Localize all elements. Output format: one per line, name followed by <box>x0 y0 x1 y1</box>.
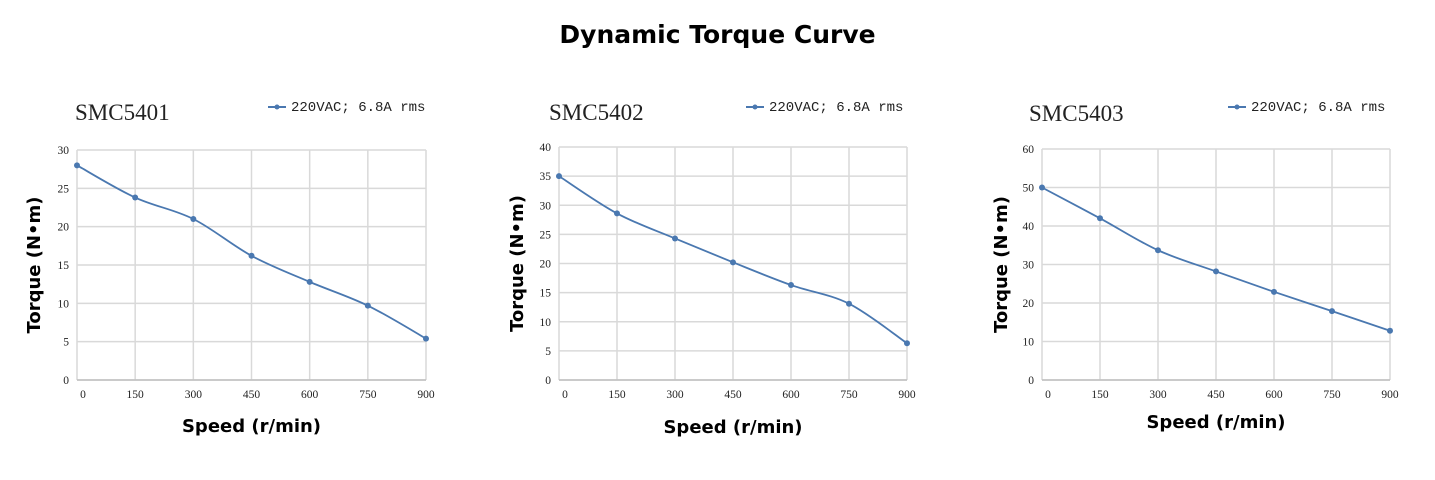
legend-label: 220VAC; 6.8A rms <box>1251 100 1385 116</box>
x-tick-label: 600 <box>301 389 319 401</box>
y-tick-label: 60 <box>1023 144 1035 156</box>
chart-smc5402: SMC5402 220VAC; 6.8A rms 0 5 10 15 20 25 30 35 40 0… <box>507 100 916 438</box>
x-tick-label: 600 <box>1265 389 1283 401</box>
y-tick-label: 10 <box>1023 337 1035 349</box>
y-tick-label: 10 <box>540 317 552 329</box>
data-point <box>1271 288 1277 295</box>
data-point <box>730 259 736 266</box>
y-tick-label: 10 <box>58 298 70 310</box>
y-tick-label: 50 <box>1023 183 1035 195</box>
data-point <box>306 278 313 285</box>
data-point <box>614 210 620 217</box>
data-point <box>190 216 197 222</box>
x-tick-label: 150 <box>127 389 145 401</box>
data-point <box>846 300 852 307</box>
x-axis-label: Speed (r/min) <box>182 416 321 437</box>
chart-title: SMC5401 <box>75 100 170 125</box>
x-tick-label: 0 <box>1045 389 1051 401</box>
y-tick-label: 5 <box>545 346 551 358</box>
y-tick-label: 30 <box>1023 260 1035 272</box>
y-tick-label: 35 <box>540 171 552 183</box>
y-tick-label: 40 <box>1023 221 1035 233</box>
data-point <box>423 335 429 342</box>
x-tick-label: 900 <box>898 389 916 401</box>
data-point <box>672 235 678 242</box>
y-tick-label: 40 <box>540 142 552 154</box>
y-tick-label: 0 <box>1028 375 1034 387</box>
y-tick-label: 25 <box>58 183 70 195</box>
data-point <box>1039 184 1045 191</box>
legend-marker <box>752 104 758 110</box>
y-tick-label: 0 <box>545 375 551 387</box>
data-point <box>1329 308 1335 315</box>
y-axis-label: Torque (N•m) <box>991 196 1012 333</box>
legend-label: 220VAC; 6.8A rms <box>291 100 425 116</box>
data-point <box>1155 247 1161 254</box>
y-tick-label: 30 <box>540 200 552 212</box>
x-tick-label: 300 <box>1149 389 1167 401</box>
y-axis-label: Torque (N•m) <box>24 196 45 333</box>
x-tick-label: 150 <box>1091 389 1109 401</box>
legend-marker <box>274 104 280 110</box>
legend-label: 220VAC; 6.8A rms <box>769 100 903 116</box>
y-tick-label: 15 <box>58 260 70 272</box>
data-point <box>1097 215 1103 222</box>
x-axis-label: Speed (r/min) <box>663 417 802 438</box>
y-tick-label: 20 <box>1023 298 1035 310</box>
data-point <box>556 173 562 180</box>
y-tick-label: 30 <box>58 145 70 157</box>
x-tick-label: 450 <box>1207 389 1225 401</box>
x-tick-label: 750 <box>840 389 858 401</box>
data-point <box>1213 268 1219 275</box>
y-tick-label: 5 <box>63 337 69 349</box>
x-tick-label: 0 <box>562 389 568 401</box>
chart-title: SMC5403 <box>1029 101 1124 126</box>
x-tick-label: 300 <box>185 389 203 401</box>
x-tick-label: 150 <box>608 389 626 401</box>
x-tick-label: 900 <box>417 389 435 401</box>
y-tick-label: 20 <box>58 222 70 234</box>
y-tick-label: 25 <box>540 229 552 241</box>
page-title: Dynamic Torque Curve <box>559 20 876 49</box>
x-tick-label: 450 <box>724 389 742 401</box>
x-tick-label: 0 <box>80 389 86 401</box>
x-axis-label: Speed (r/min) <box>1146 412 1285 433</box>
x-tick-label: 750 <box>359 389 377 401</box>
x-tick-label: 900 <box>1381 389 1399 401</box>
legend-marker <box>1234 104 1240 110</box>
y-axis-label: Torque (N•m) <box>507 195 528 332</box>
data-point <box>132 194 139 201</box>
chart-title: SMC5402 <box>549 100 644 125</box>
x-tick-label: 750 <box>1323 389 1341 401</box>
y-tick-label: 0 <box>63 375 69 387</box>
x-tick-label: 450 <box>243 389 261 401</box>
data-point <box>248 252 255 259</box>
x-tick-label: 300 <box>666 389 684 401</box>
data-point <box>364 302 371 309</box>
y-tick-label: 20 <box>540 259 552 271</box>
data-point <box>904 340 910 347</box>
data-point <box>1387 327 1393 334</box>
data-point <box>74 162 80 169</box>
data-point <box>788 282 794 289</box>
y-tick-label: 15 <box>540 288 552 300</box>
x-tick-label: 600 <box>782 389 800 401</box>
